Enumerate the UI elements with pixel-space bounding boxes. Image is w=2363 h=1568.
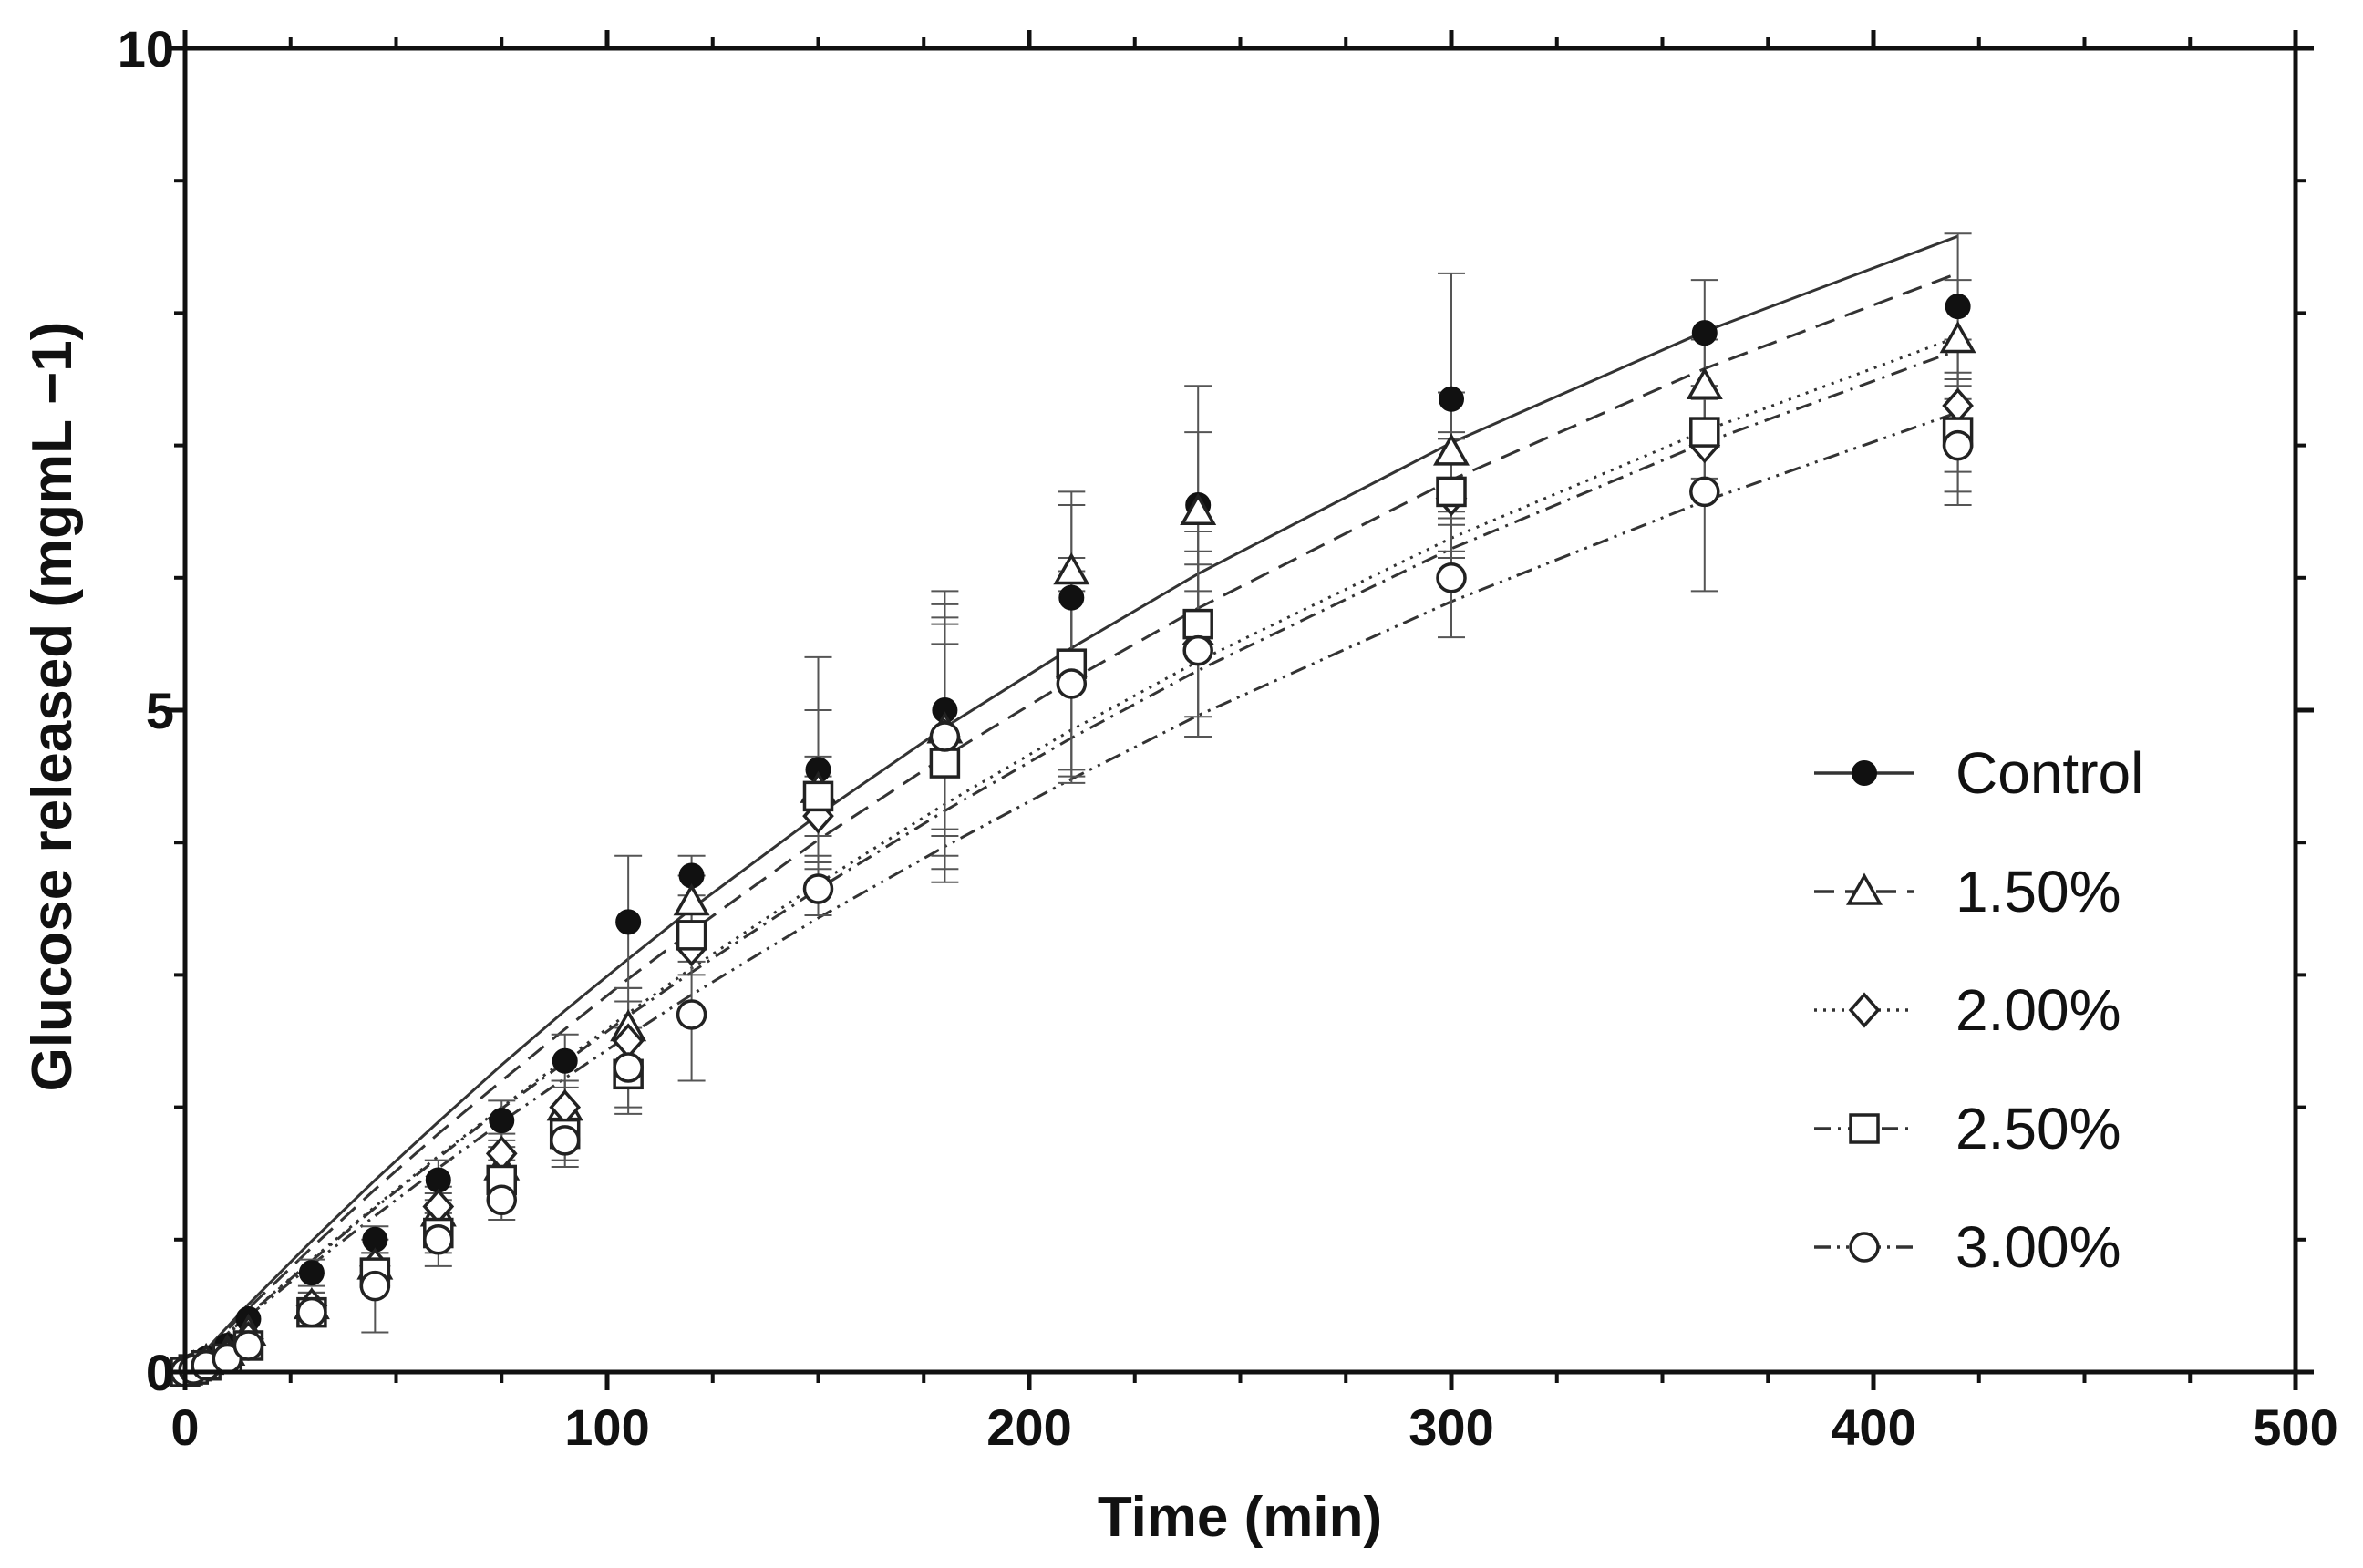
point-control: [1945, 294, 1971, 320]
point-3-00pct: [359, 1270, 391, 1302]
point-1-50pct: [1939, 320, 1976, 354]
legend-item-1-50pct: 1.50%: [1814, 859, 2121, 924]
x-axis-title: Time (min): [1098, 1486, 1382, 1549]
x-tick-labels: 0 100 200 300 400 500: [170, 1398, 2337, 1456]
point-3-00pct: [1436, 562, 1467, 593]
legend-marker-1-50pct: [1845, 872, 1883, 905]
point-3-00pct: [1182, 634, 1213, 666]
x-tick-label: 400: [1831, 1398, 1915, 1456]
point-3-00pct: [232, 1330, 264, 1361]
legend-label-2-50pct: 2.50%: [1955, 1096, 2121, 1161]
x-tick-label: 500: [2253, 1398, 2337, 1456]
point-1-50pct: [1180, 492, 1217, 525]
legend-label-control: Control: [1955, 740, 2143, 806]
point-2-50pct: [676, 920, 707, 951]
legend: Control 1.50% 2.00% 2.50% 3.00%: [1814, 740, 2143, 1280]
y-tick-label: 10: [118, 20, 174, 77]
y-tick-label: 5: [146, 682, 174, 739]
point-1-50pct: [1686, 366, 1723, 400]
y-tick-label: 0: [146, 1344, 174, 1401]
point-3-00pct: [423, 1224, 454, 1255]
point-3-00pct: [929, 721, 961, 752]
legend-label-1-50pct: 1.50%: [1955, 859, 2121, 924]
legend-item-3-00pct: 3.00%: [1814, 1214, 2121, 1280]
legend-marker-3-00pct: [1849, 1232, 1880, 1263]
point-1-50pct: [1432, 433, 1470, 466]
x-tick-label: 0: [170, 1398, 199, 1456]
axes: [167, 30, 2314, 1390]
point-control: [552, 1047, 578, 1074]
point-3-00pct: [802, 873, 834, 904]
point-3-00pct: [486, 1184, 517, 1215]
point-2-50pct: [1689, 417, 1720, 448]
point-2-50pct: [929, 748, 961, 779]
point-2-50pct: [802, 780, 834, 812]
legend-item-2-50pct: 2.50%: [1814, 1096, 2121, 1161]
legend-marker-2-50pct: [1849, 1113, 1880, 1144]
y-tick-labels: 0 5 10: [118, 20, 174, 1401]
point-control: [1439, 386, 1464, 412]
legend-label-2-00pct: 2.00%: [1955, 977, 2121, 1043]
point-1-50pct: [1053, 552, 1090, 585]
legend-marker-control: [1852, 760, 1877, 786]
point-1-50pct: [673, 882, 710, 916]
y-axis-title: Glucose released (mgmL −1): [21, 322, 84, 1092]
point-control: [489, 1108, 515, 1134]
x-tick-label: 300: [1409, 1398, 1493, 1456]
point-control: [1691, 320, 1718, 346]
legend-label-3-00pct: 3.00%: [1955, 1214, 2121, 1280]
point-2-50pct: [1436, 476, 1467, 508]
point-3-00pct: [1056, 668, 1088, 699]
legend-marker-2-00pct: [1848, 992, 1881, 1028]
point-3-00pct: [676, 999, 707, 1030]
x-tick-label: 100: [564, 1398, 649, 1456]
point-control: [1058, 584, 1085, 611]
point-3-00pct: [613, 1052, 644, 1083]
point-control: [425, 1167, 451, 1193]
point-control: [615, 909, 642, 935]
point-control: [298, 1260, 325, 1286]
point-3-00pct: [549, 1125, 581, 1156]
legend-item-2-00pct: 2.00%: [1814, 977, 2121, 1043]
data-points: [166, 294, 1976, 1390]
point-3-00pct: [296, 1296, 327, 1328]
point-3-00pct: [1689, 476, 1720, 508]
x-tick-label: 200: [986, 1398, 1071, 1456]
point-3-00pct: [1942, 429, 1974, 461]
legend-item-control: Control: [1814, 740, 2143, 806]
point-2-50pct: [1182, 608, 1213, 640]
